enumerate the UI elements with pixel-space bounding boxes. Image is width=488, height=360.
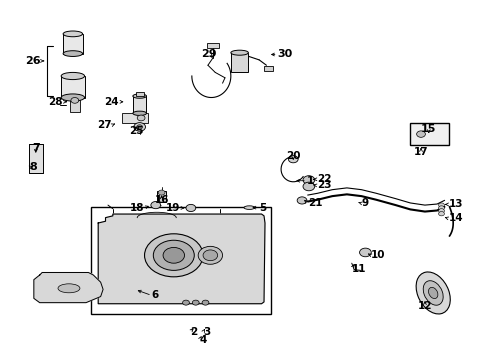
Text: 20: 20 — [285, 150, 300, 161]
Text: 6: 6 — [152, 291, 159, 301]
Text: 10: 10 — [370, 250, 385, 260]
Circle shape — [416, 131, 425, 137]
Text: 29: 29 — [201, 49, 217, 59]
Bar — [264, 66, 272, 71]
Circle shape — [202, 300, 208, 305]
Bar — [29, 144, 42, 173]
Text: 8: 8 — [29, 162, 37, 172]
Bar — [63, 34, 82, 54]
Polygon shape — [34, 273, 103, 303]
Ellipse shape — [133, 94, 146, 98]
Text: 16: 16 — [154, 195, 168, 206]
Ellipse shape — [427, 287, 437, 298]
Circle shape — [303, 176, 314, 184]
Circle shape — [192, 300, 199, 305]
Bar — [133, 96, 146, 113]
Ellipse shape — [58, 284, 80, 293]
Circle shape — [153, 240, 194, 270]
Text: 25: 25 — [129, 126, 143, 136]
Circle shape — [71, 98, 79, 103]
Ellipse shape — [415, 272, 449, 314]
Text: 22: 22 — [316, 174, 330, 184]
Circle shape — [185, 204, 195, 212]
Circle shape — [303, 182, 314, 191]
Ellipse shape — [230, 50, 248, 55]
Text: 15: 15 — [420, 124, 436, 134]
Circle shape — [134, 123, 145, 131]
Text: 21: 21 — [307, 198, 322, 208]
Text: 18: 18 — [130, 203, 144, 213]
Bar — [122, 113, 148, 123]
Circle shape — [438, 203, 444, 207]
Ellipse shape — [244, 206, 254, 210]
Text: 2: 2 — [189, 327, 197, 337]
Circle shape — [203, 250, 217, 261]
Circle shape — [297, 197, 306, 204]
Text: 30: 30 — [277, 49, 292, 59]
Ellipse shape — [422, 281, 442, 305]
Ellipse shape — [133, 111, 146, 116]
Circle shape — [144, 234, 203, 277]
Bar — [157, 192, 166, 202]
Text: 24: 24 — [104, 97, 119, 107]
Text: 13: 13 — [447, 199, 462, 210]
Polygon shape — [98, 214, 264, 304]
Circle shape — [359, 248, 370, 257]
Bar — [136, 93, 143, 96]
Text: 28: 28 — [48, 97, 63, 107]
Ellipse shape — [61, 72, 84, 80]
Text: 5: 5 — [259, 203, 266, 213]
Bar — [70, 99, 80, 112]
Circle shape — [198, 246, 222, 264]
Circle shape — [158, 190, 164, 195]
Circle shape — [151, 202, 160, 209]
Circle shape — [137, 125, 142, 129]
Text: 7: 7 — [32, 143, 40, 153]
Bar — [230, 53, 248, 72]
Ellipse shape — [63, 51, 82, 57]
Text: 17: 17 — [413, 147, 427, 157]
Circle shape — [137, 115, 145, 121]
Text: 19: 19 — [165, 203, 180, 213]
Circle shape — [288, 156, 298, 163]
Text: 11: 11 — [351, 264, 366, 274]
Circle shape — [163, 247, 184, 263]
Text: 1: 1 — [306, 176, 313, 186]
Ellipse shape — [63, 31, 82, 37]
Bar — [61, 76, 84, 98]
Circle shape — [438, 206, 444, 210]
Bar — [91, 207, 271, 315]
Text: 26: 26 — [25, 56, 41, 66]
Text: 9: 9 — [361, 198, 368, 208]
Circle shape — [438, 209, 444, 213]
Text: 3: 3 — [203, 327, 210, 337]
Text: 27: 27 — [97, 120, 112, 130]
Ellipse shape — [61, 94, 84, 101]
Bar — [206, 42, 218, 48]
Text: 4: 4 — [199, 334, 206, 345]
Circle shape — [182, 300, 189, 305]
Text: 23: 23 — [316, 180, 330, 190]
Text: 12: 12 — [417, 301, 431, 311]
Circle shape — [438, 212, 444, 216]
Bar — [409, 123, 448, 145]
Text: 14: 14 — [447, 213, 462, 223]
